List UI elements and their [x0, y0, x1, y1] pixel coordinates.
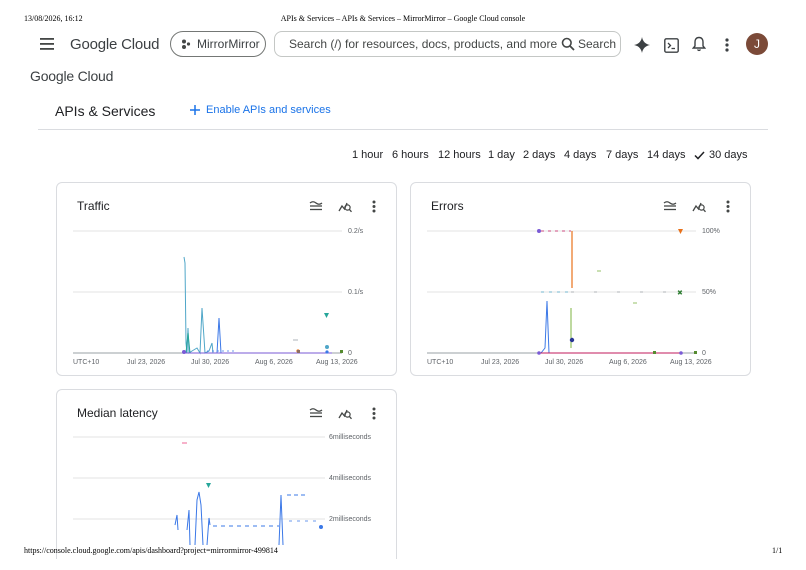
- x-tick-label: Jul 30, 2026: [191, 359, 229, 366]
- y-tick-label: 2milliseconds: [329, 516, 372, 523]
- timerange-7d[interactable]: 7 days: [606, 149, 639, 161]
- x-tick-label: Jul 23, 2026: [127, 359, 165, 366]
- x-tick-label: Aug 13, 2026: [670, 359, 712, 366]
- y-tick-label: 6milliseconds: [329, 434, 372, 441]
- y-tick-label: 0.1/s: [348, 289, 364, 296]
- explore-chart-icon[interactable]: [337, 198, 353, 214]
- enable-apis-button[interactable]: Enable APIs and services: [190, 104, 331, 116]
- x-tick-label: UTC+10: [427, 359, 453, 366]
- enable-apis-label: Enable APIs and services: [206, 104, 331, 116]
- search-input[interactable]: [287, 36, 561, 52]
- latency-card-title: Median latency: [77, 406, 158, 420]
- card-more-icon[interactable]: [366, 198, 382, 214]
- search-button-label: Search: [578, 37, 617, 51]
- avatar[interactable]: J: [746, 33, 768, 55]
- latency-card: Median latency 6milliseconds 4millisecon…: [56, 389, 397, 559]
- timerange-2d[interactable]: 2 days: [523, 149, 556, 161]
- google-cloud-logo[interactable]: Google Cloud: [70, 36, 160, 53]
- header-divider: [38, 129, 768, 130]
- y-tick-label: 50%: [702, 289, 716, 296]
- print-url: https://console.cloud.google.com/apis/da…: [24, 546, 278, 555]
- traffic-series-markers: [182, 313, 343, 354]
- traffic-chart: 0.2/s 0.1/s 0 UTC+10 Jul 23, 2026 Jul 30…: [73, 228, 364, 366]
- timerange-12h[interactable]: 12 hours: [438, 149, 481, 161]
- timerange-6h[interactable]: 6 hours: [392, 149, 429, 161]
- y-tick-label: 4milliseconds: [329, 475, 372, 482]
- x-tick-label: Aug 13, 2026: [316, 359, 358, 366]
- card-more-icon[interactable]: [720, 198, 736, 214]
- x-tick-label: Aug 6, 2026: [609, 359, 647, 366]
- cloud-shell-icon[interactable]: [662, 36, 680, 54]
- card-more-icon[interactable]: [366, 405, 382, 421]
- explore-chart-icon[interactable]: [337, 405, 353, 421]
- more-vert-icon[interactable]: [720, 36, 734, 54]
- y-tick-label: 0.2/s: [348, 228, 364, 235]
- traffic-series-lines: [183, 256, 332, 355]
- gridlines: [427, 230, 696, 354]
- project-name: MirrorMirror: [197, 37, 260, 51]
- search-button[interactable]: Search: [561, 37, 616, 51]
- timerange-1h[interactable]: 1 hour: [352, 149, 384, 161]
- hamburger-menu-icon[interactable]: [38, 36, 56, 52]
- latency-chart: 6milliseconds 4milliseconds 2millisecond…: [73, 434, 372, 545]
- traffic-card: Traffic 0.2/s 0.1/s 0 UTC+10 Jul 23, 202…: [56, 182, 397, 376]
- project-dots-icon: [181, 39, 191, 49]
- notifications-bell-icon[interactable]: [690, 35, 708, 53]
- timerange-1d[interactable]: 1 day: [488, 149, 515, 161]
- x-tick-label: Aug 6, 2026: [255, 359, 293, 366]
- gemini-sparkle-icon[interactable]: [633, 36, 651, 54]
- timerange-30d[interactable]: 30 days: [694, 149, 748, 161]
- svg-text:✖: ✖: [677, 290, 683, 297]
- x-tick-label: Jul 23, 2026: [481, 359, 519, 366]
- search-bar[interactable]: Search: [274, 31, 621, 57]
- legend-toggle-icon[interactable]: [308, 405, 324, 421]
- page-title: APIs & Services: [55, 103, 156, 119]
- y-tick-label: 100%: [702, 228, 720, 235]
- traffic-card-title: Traffic: [77, 199, 110, 213]
- print-page-title: APIs & Services – APIs & Services – Mirr…: [280, 14, 526, 23]
- errors-series-markers: ✖: [537, 229, 697, 355]
- legend-toggle-icon[interactable]: [662, 198, 678, 214]
- google-cloud-secondary-logo: Google Cloud: [30, 68, 114, 84]
- gridlines: [73, 436, 325, 520]
- errors-series-lines: [539, 230, 681, 354]
- errors-card: Errors 100% 50% 0 UTC+10 Jul 23, 2026 Ju…: [410, 182, 751, 376]
- legend-toggle-icon[interactable]: [308, 198, 324, 214]
- gridlines: [73, 230, 342, 354]
- timerange-4d[interactable]: 4 days: [564, 149, 597, 161]
- errors-card-title: Errors: [431, 199, 464, 213]
- y-tick-label: 0: [348, 350, 352, 357]
- latency-series-lines: [174, 442, 319, 545]
- print-page-number: 1/1: [772, 546, 783, 555]
- timerange-30d-label: 30 days: [709, 149, 748, 161]
- latency-series-markers: [206, 483, 323, 529]
- print-datetime: 13/08/2026, 16:12: [24, 14, 83, 23]
- search-icon: [561, 37, 575, 51]
- check-icon: [694, 150, 705, 160]
- errors-chart: 100% 50% 0 UTC+10 Jul 23, 2026 Jul 30, 2…: [427, 228, 720, 366]
- timerange-14d[interactable]: 14 days: [647, 149, 686, 161]
- plus-icon: [190, 105, 200, 115]
- explore-chart-icon[interactable]: [691, 198, 707, 214]
- x-tick-label: UTC+10: [73, 359, 99, 366]
- x-tick-label: Jul 30, 2026: [545, 359, 583, 366]
- y-tick-label: 0: [702, 350, 706, 357]
- project-picker[interactable]: MirrorMirror: [170, 31, 266, 57]
